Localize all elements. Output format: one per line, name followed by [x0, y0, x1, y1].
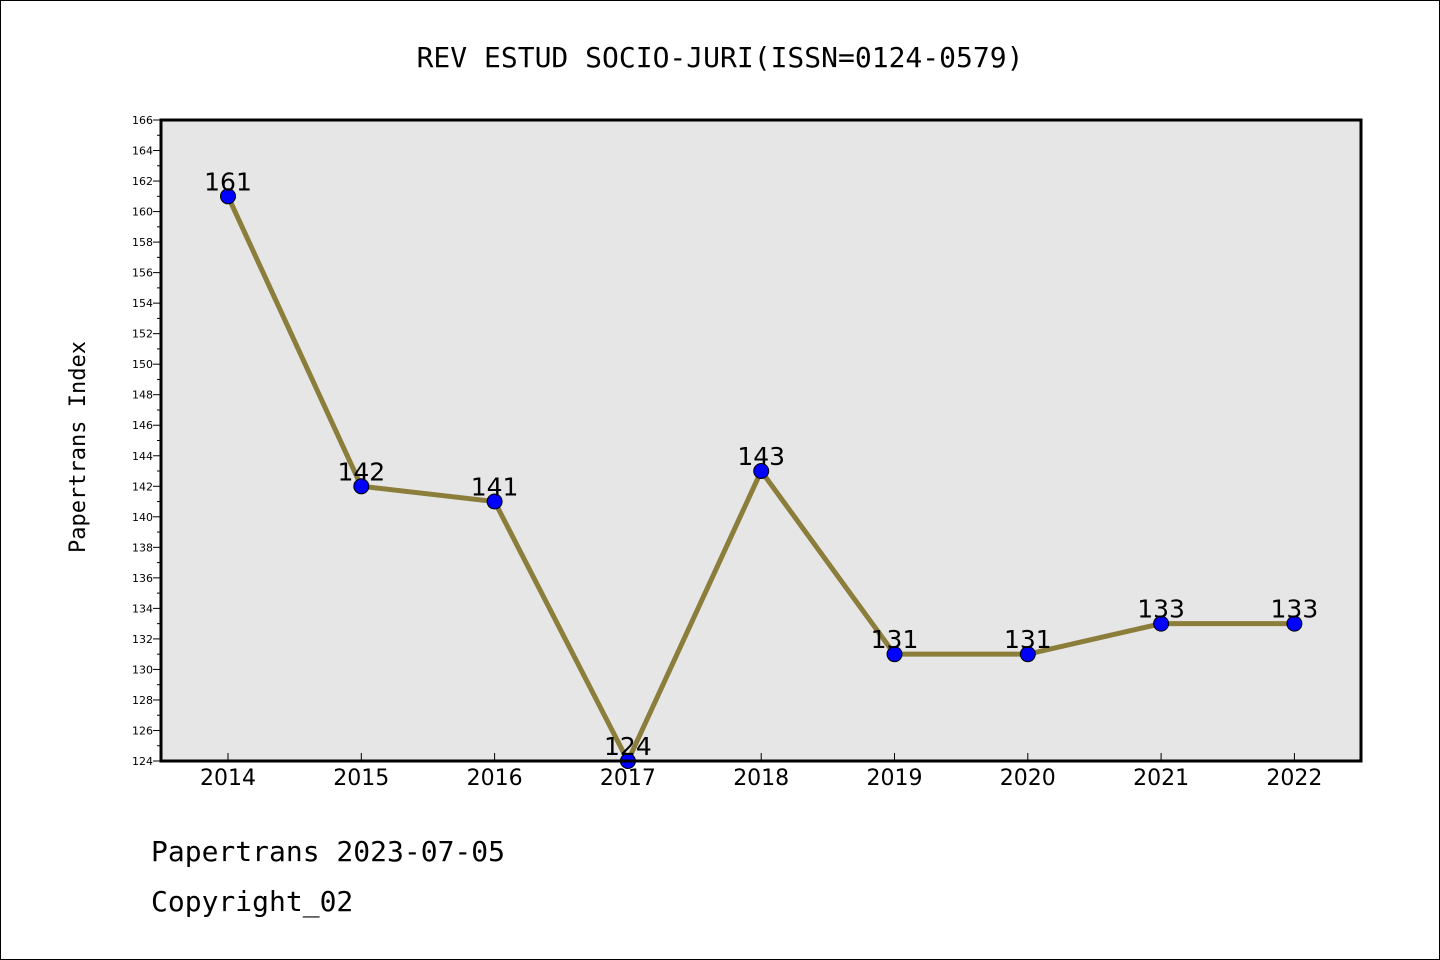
- data-label: 142: [337, 457, 385, 486]
- data-label: 161: [204, 167, 252, 196]
- plot-border: [159, 118, 1363, 763]
- y-tick-label: 162: [132, 175, 153, 188]
- x-tick-label: 2017: [600, 766, 656, 791]
- chart-title: REV ESTUD SOCIO-JURI(ISSN=0124-0579): [417, 41, 1024, 74]
- y-tick-label: 142: [132, 480, 153, 493]
- y-axis-label: Papertrans Index: [66, 341, 91, 553]
- data-label: 133: [1137, 595, 1185, 624]
- y-tick-label: 160: [132, 206, 153, 219]
- y-tick-label: 144: [132, 450, 153, 463]
- y-tick-label: 158: [132, 236, 153, 249]
- x-tick-label: 2015: [333, 766, 389, 791]
- footer-copyright-line: Copyright_02: [151, 885, 354, 918]
- x-tick-label: 2014: [200, 766, 256, 791]
- y-tick-label: 154: [132, 297, 153, 310]
- y-tick-label: 148: [132, 389, 153, 402]
- y-tick-label: 126: [132, 724, 153, 737]
- data-point: [753, 463, 770, 480]
- y-tick-label: 150: [132, 358, 153, 371]
- y-tick-label: 164: [132, 145, 153, 158]
- y-tick-label: 134: [132, 602, 153, 615]
- data-point: [886, 646, 903, 663]
- data-point: [220, 188, 236, 205]
- y-tick-label: 156: [132, 267, 153, 280]
- series-group: 161 142 141 124 143 131 131 133 133: [204, 167, 1319, 769]
- y-tick-label: 130: [132, 663, 153, 676]
- data-label: 131: [1004, 625, 1052, 654]
- x-tick-label: 2020: [1000, 766, 1056, 791]
- data-point: [1019, 646, 1036, 663]
- y-tick-label: 132: [132, 633, 153, 646]
- x-tick-label: 2019: [867, 766, 923, 791]
- y-tick-label: 146: [132, 419, 153, 432]
- data-point: [353, 478, 370, 495]
- x-tick-label: 2018: [733, 766, 789, 791]
- footer-date-line: Papertrans 2023-07-05: [151, 835, 506, 868]
- y-tick-label: 152: [132, 328, 153, 341]
- y-tick-label: 140: [132, 511, 153, 524]
- x-axis: 2014 2015 2016 2017 2018 2019 2020 2021 2022: [200, 753, 1322, 791]
- data-point: [486, 493, 503, 510]
- data-point: [1153, 615, 1170, 632]
- y-tick-label: 138: [132, 541, 153, 554]
- data-label: 141: [471, 473, 519, 502]
- y-tick-label: 136: [132, 572, 153, 585]
- y-tick-label: 124: [132, 755, 153, 768]
- data-point: [1286, 615, 1303, 632]
- plot-area: [161, 120, 1361, 761]
- y-axis: 124 126 128 130 132 134 136 138 140 142 144 146 148 1…: [132, 114, 161, 768]
- y-tick-label: 166: [132, 114, 153, 127]
- x-tick-label: 2022: [1266, 766, 1322, 791]
- data-label: 133: [1271, 595, 1319, 624]
- y-tick-label: 128: [132, 694, 153, 707]
- x-tick-label: 2021: [1133, 766, 1189, 791]
- data-label: 143: [737, 442, 785, 471]
- x-tick-label: 2016: [467, 766, 523, 791]
- data-label: 124: [604, 732, 652, 761]
- data-label: 131: [871, 625, 919, 654]
